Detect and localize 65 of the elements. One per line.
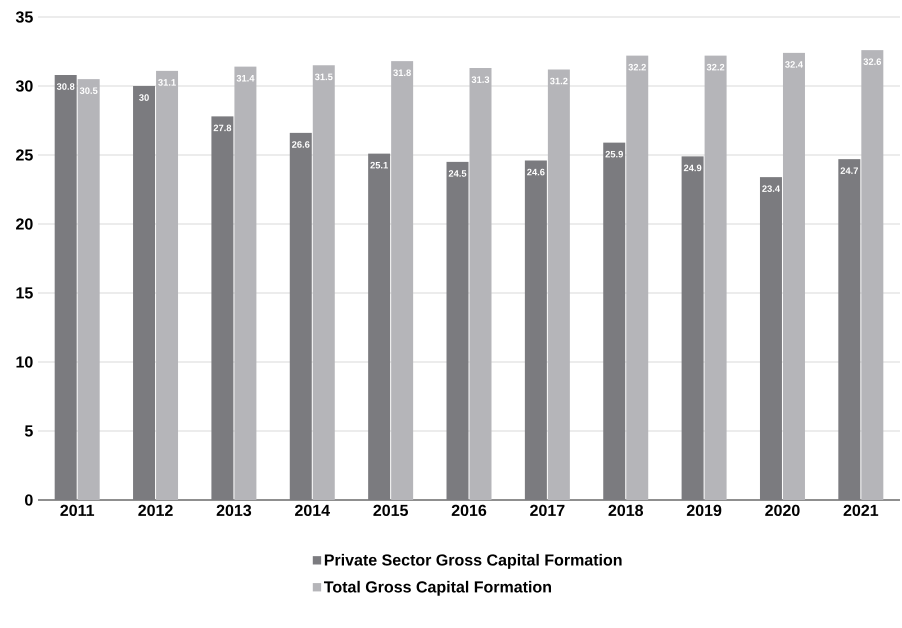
bar bbox=[391, 61, 414, 500]
data-label: 31.4 bbox=[236, 74, 254, 82]
data-label: 24.9 bbox=[684, 164, 702, 172]
bar bbox=[234, 66, 256, 500]
data-label: 24.5 bbox=[448, 170, 466, 177]
y-tick-label: 5 bbox=[24, 425, 33, 437]
x-tick-label: 2018 bbox=[608, 504, 644, 516]
bar bbox=[861, 50, 884, 500]
y-tick-label: 15 bbox=[16, 287, 33, 299]
bar bbox=[704, 56, 727, 500]
x-tick-label: 2019 bbox=[686, 504, 722, 516]
bar bbox=[156, 70, 178, 500]
y-tick-label: 35 bbox=[16, 11, 33, 23]
bar bbox=[133, 86, 156, 500]
data-label: 24.7 bbox=[840, 167, 858, 174]
x-tick-label: 2013 bbox=[216, 504, 252, 516]
data-label: 31.2 bbox=[550, 78, 568, 84]
bar bbox=[603, 142, 626, 500]
data-label: 27.8 bbox=[214, 124, 232, 132]
bar bbox=[524, 160, 547, 500]
x-tick-label: 2021 bbox=[844, 504, 878, 516]
data-label: 31.8 bbox=[393, 69, 411, 76]
bar bbox=[682, 156, 704, 500]
bar bbox=[78, 79, 100, 500]
bar bbox=[211, 116, 234, 500]
bar bbox=[548, 69, 570, 500]
bar bbox=[54, 74, 77, 500]
y-tick-label: 20 bbox=[16, 218, 33, 230]
data-label: 32.2 bbox=[628, 64, 646, 71]
data-label: 30.5 bbox=[80, 87, 98, 94]
bar bbox=[368, 154, 390, 500]
data-label: 31.1 bbox=[158, 79, 176, 86]
y-tick-label: 30 bbox=[16, 80, 33, 92]
data-label: 30 bbox=[139, 94, 149, 101]
bar bbox=[312, 65, 335, 500]
bar bbox=[838, 159, 860, 500]
data-label: 24.6 bbox=[527, 168, 545, 176]
x-tick-label: 2015 bbox=[373, 504, 408, 516]
data-label: 30.8 bbox=[56, 83, 74, 90]
bar bbox=[782, 52, 805, 500]
data-label: 31.3 bbox=[472, 76, 490, 83]
data-label: 32.4 bbox=[785, 61, 803, 68]
x-tick-label: 2017 bbox=[530, 504, 564, 516]
data-label: 31.5 bbox=[314, 74, 333, 80]
y-tick-label: 0 bbox=[25, 494, 33, 506]
data-label: 32.2 bbox=[706, 64, 724, 71]
bar bbox=[470, 68, 492, 500]
x-tick-label: 2016 bbox=[452, 504, 486, 516]
bar bbox=[446, 162, 469, 500]
data-label: 25.1 bbox=[370, 162, 388, 168]
x-tick-label: 2011 bbox=[60, 504, 94, 516]
data-label: 32.6 bbox=[863, 58, 882, 66]
legend-label: Private Sector Gross Capital Formation bbox=[324, 554, 622, 569]
data-label: 26.6 bbox=[292, 141, 310, 148]
data-label: 23.4 bbox=[762, 185, 780, 192]
y-tick-label: 25 bbox=[16, 149, 33, 161]
bar bbox=[290, 132, 312, 500]
y-tick-label: 10 bbox=[16, 356, 33, 368]
data-label: 25.9 bbox=[605, 150, 623, 158]
x-tick-label: 2012 bbox=[138, 504, 173, 516]
bar bbox=[760, 177, 782, 500]
bar bbox=[626, 56, 648, 500]
legend-label: Total Gross Capital Formation bbox=[324, 580, 551, 596]
x-tick-label: 2020 bbox=[765, 504, 800, 516]
x-tick-label: 2014 bbox=[295, 504, 330, 516]
